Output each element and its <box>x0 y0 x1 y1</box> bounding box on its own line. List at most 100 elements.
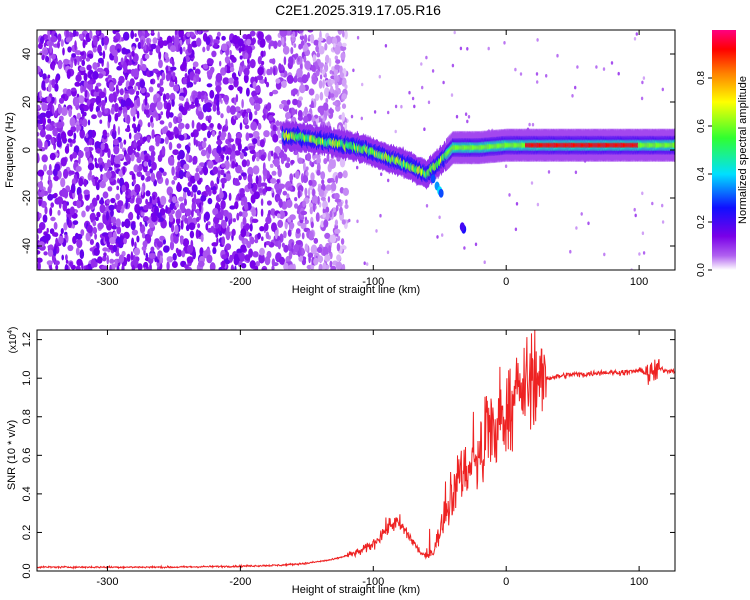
heatmap-cell <box>348 218 351 223</box>
heatmap-cell <box>319 108 324 116</box>
heatmap-cell <box>165 109 171 119</box>
heatmap-cell <box>149 102 156 112</box>
heatmap-cell <box>324 43 328 51</box>
heatmap-cell <box>270 150 274 157</box>
heatmap-cell <box>194 97 199 107</box>
heatmap-cell <box>165 73 170 82</box>
snr-y-ticks: 0.0 0.2 0.4 0.6 0.8 1.0 1.2 <box>21 332 675 579</box>
heatmap-cell <box>329 260 333 268</box>
heatmap-cell <box>252 81 257 90</box>
heatmap-cell <box>203 63 209 70</box>
heatmap-cell <box>45 134 52 141</box>
heatmap-cell <box>91 197 98 207</box>
heatmap-cell <box>209 89 215 99</box>
heatmap-cell <box>257 181 263 188</box>
heatmap-cell <box>196 122 202 132</box>
heatmap-cell <box>514 227 518 232</box>
heatmap-cell <box>641 231 645 235</box>
heatmap-cell <box>306 152 312 162</box>
heatmap-cell <box>283 262 289 270</box>
heatmap-cell <box>322 79 325 89</box>
heatmap-cell <box>459 222 465 232</box>
heatmap-cell <box>185 224 190 232</box>
heatmap-cell <box>228 84 234 91</box>
heatmap-cell <box>275 121 281 126</box>
heatmap-cell <box>136 235 140 243</box>
heatmap-cell <box>344 84 348 90</box>
heatmap-cell <box>224 259 231 265</box>
heatmap-cell <box>310 100 314 108</box>
heatmap-cell <box>146 175 151 182</box>
heatmap-cell <box>125 153 131 162</box>
heatmap-cell <box>92 47 97 53</box>
heatmap-cell <box>267 209 271 216</box>
heatmap-cell <box>200 234 204 243</box>
heatmap-cell <box>576 65 579 69</box>
heatmap-cell <box>65 259 69 264</box>
heatmap-cell <box>334 76 338 86</box>
heatmap-cell <box>325 206 330 213</box>
heatmap-cell <box>273 67 276 76</box>
heatmap-cell <box>44 206 48 215</box>
heatmap-cell <box>310 172 315 182</box>
heatmap-cell <box>161 72 166 81</box>
heatmap-cell <box>204 161 207 169</box>
heatmap-cell <box>297 157 303 164</box>
heatmap-cell <box>181 250 186 258</box>
heatmap-cell <box>244 124 250 130</box>
heatmap-cell <box>308 254 311 264</box>
heatmap-cell <box>229 205 236 210</box>
heatmap-cell <box>277 219 284 228</box>
heatmap-cell <box>117 200 124 207</box>
heatmap-cell <box>69 206 75 216</box>
heatmap-cell <box>220 177 227 184</box>
heatmap-cell <box>165 65 169 75</box>
heatmap-cell <box>292 31 296 37</box>
heatmap-cell <box>386 250 390 255</box>
heatmap-cell <box>207 197 213 205</box>
heatmap-cell <box>219 60 222 67</box>
heatmap-cell <box>309 160 312 166</box>
heatmap-cell <box>109 264 112 270</box>
heatmap-cell <box>277 167 282 178</box>
heatmap-cell <box>160 86 164 93</box>
spectrogram-y-ticks: -40 -20 0 20 40 <box>21 48 675 254</box>
heatmap-cell <box>672 142 675 149</box>
heatmap-cell <box>187 81 194 88</box>
heatmap-cell <box>90 258 96 269</box>
heatmap-cell <box>313 39 320 46</box>
heatmap-cell <box>259 226 265 232</box>
heatmap-cell <box>234 201 239 210</box>
heatmap-cell <box>171 99 175 107</box>
heatmap-cell <box>142 216 149 222</box>
heatmap-cell <box>334 192 340 200</box>
heatmap-cell <box>294 203 299 209</box>
x-tick-label: -200 <box>229 276 251 288</box>
heatmap-cell <box>360 116 363 121</box>
heatmap-cell <box>86 224 93 234</box>
heatmap-cell <box>249 96 255 104</box>
heatmap-cell <box>292 88 298 95</box>
heatmap-cell <box>65 37 72 43</box>
heatmap-cell <box>68 170 75 175</box>
heatmap-cell <box>121 221 125 228</box>
figure-title: C2E1.2025.319.17.05.R16 <box>275 2 441 18</box>
heatmap-cell <box>298 110 303 118</box>
heatmap-cell <box>83 72 88 82</box>
heatmap-cell <box>281 100 288 105</box>
heatmap-cell <box>286 99 291 105</box>
heatmap-cell <box>230 151 236 160</box>
heatmap-cell <box>123 237 127 245</box>
y-tick-label: -40 <box>21 238 33 254</box>
heatmap-cell <box>221 254 228 260</box>
heatmap-cell <box>49 207 53 217</box>
heatmap-cell <box>303 115 309 124</box>
heatmap-cell <box>37 228 43 234</box>
heatmap-cell <box>234 181 241 186</box>
heatmap-cell <box>151 161 157 171</box>
heatmap-cell <box>80 107 85 115</box>
heatmap-cell <box>279 256 285 265</box>
heatmap-cell <box>103 252 107 257</box>
heatmap-cell <box>297 189 301 199</box>
heatmap-cell <box>71 138 76 144</box>
